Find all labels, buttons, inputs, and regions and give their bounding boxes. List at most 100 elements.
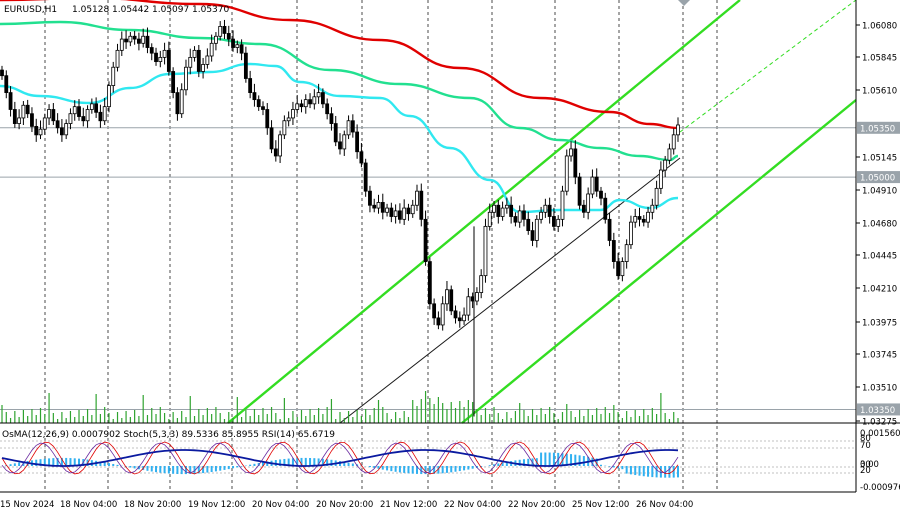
candle-body xyxy=(124,38,128,43)
candle-body xyxy=(115,49,120,68)
candle-body xyxy=(509,204,514,217)
candle-body xyxy=(641,218,646,223)
candle-body xyxy=(25,104,30,115)
candle-body xyxy=(239,44,244,54)
time-tick-label: 25 Nov 12:00 xyxy=(572,500,629,510)
candle-body xyxy=(534,218,539,241)
price-tick-label: 1.04910 xyxy=(862,187,897,197)
candle-body xyxy=(231,38,235,48)
ma-red-line xyxy=(0,0,679,130)
channel-upper-line xyxy=(227,0,741,424)
candle-body xyxy=(633,216,638,223)
candle-body xyxy=(42,117,47,130)
ohlc-open: 1.05128 xyxy=(72,5,109,15)
candle-body xyxy=(34,125,39,136)
candle-body xyxy=(209,42,214,57)
candle-body xyxy=(77,106,81,117)
candle-body xyxy=(432,303,437,319)
candle-body xyxy=(308,99,312,105)
candle-body xyxy=(543,204,548,213)
candle-body xyxy=(235,44,240,48)
candle-body xyxy=(59,127,64,136)
candle-body xyxy=(278,134,283,157)
candle-body xyxy=(282,120,287,136)
candle-body xyxy=(243,52,248,79)
osc-axis-label: 80 xyxy=(860,434,871,444)
candle-body xyxy=(30,113,34,127)
candle-body xyxy=(196,49,201,72)
time-tick-label: 20 Nov 04:00 xyxy=(252,500,309,510)
price-axis: 1.06080 1.05845 1.05610 1.05145 1.04910 1.046… xyxy=(856,22,897,428)
candle-body xyxy=(556,218,561,227)
candle-body xyxy=(325,103,330,115)
candle-body xyxy=(295,103,300,110)
candle-body xyxy=(205,55,210,65)
trendline-projection xyxy=(679,0,857,133)
oscillator-label: OsMA(12,26,9) 0.0007902 Stoch(5,3,3) 89.… xyxy=(2,430,335,440)
candle-body xyxy=(475,292,479,302)
candle-body xyxy=(166,49,171,72)
candle-body xyxy=(286,117,291,122)
candle-body xyxy=(94,103,99,113)
candle-body xyxy=(89,103,94,110)
candle-body xyxy=(214,35,218,44)
candle-body xyxy=(547,204,552,217)
candle-body xyxy=(671,134,676,150)
candle-body xyxy=(637,216,642,220)
candle-body xyxy=(539,211,543,220)
candle-body xyxy=(8,92,13,110)
candle-body xyxy=(658,169,663,189)
candle-body xyxy=(265,109,270,129)
candle-body xyxy=(17,117,22,124)
volume-bars xyxy=(1,391,679,423)
candle-body xyxy=(419,190,424,220)
candle-body xyxy=(132,35,137,40)
candle-body xyxy=(359,151,364,164)
candle-body xyxy=(192,49,197,58)
time-tick-label: 15 Nov 2024 xyxy=(0,500,54,510)
price-tick-label: 1.06080 xyxy=(862,22,897,32)
candle-body xyxy=(218,26,223,37)
candle-body xyxy=(333,123,338,143)
candle-body xyxy=(363,162,368,192)
candle-body xyxy=(650,204,655,213)
candle-body xyxy=(355,131,360,153)
trendline-mid xyxy=(339,157,681,424)
stoch-signal-line xyxy=(1,441,679,475)
candle-body xyxy=(440,303,445,326)
candle-body xyxy=(513,216,518,223)
candle-body xyxy=(616,261,621,277)
candle-body xyxy=(453,310,458,319)
candle-body xyxy=(12,109,17,124)
candle-body xyxy=(552,216,556,227)
candle-body xyxy=(128,35,133,43)
candle-body xyxy=(569,148,573,157)
time-axis: 15 Nov 2024 18 Nov 04:00 18 Nov 20:00 19 No… xyxy=(0,500,693,510)
price-tag-bg xyxy=(857,121,900,134)
candle-body xyxy=(449,289,454,312)
candle-body xyxy=(184,66,188,91)
candle-body xyxy=(385,207,389,213)
candle-body xyxy=(487,211,492,227)
candle-body xyxy=(47,109,51,119)
candle-body xyxy=(179,89,184,115)
osc-axis-label: 0.00 xyxy=(860,460,879,470)
time-tick-label: 22 Nov 20:00 xyxy=(508,500,565,510)
ohlc-high: 1.05442 xyxy=(112,5,149,15)
price-tick-label: 1.05610 xyxy=(862,87,897,97)
candle-body xyxy=(603,197,608,220)
candle-body xyxy=(530,230,535,241)
candle-body xyxy=(0,69,4,77)
candle-body xyxy=(316,92,321,98)
candle-body xyxy=(226,33,231,40)
candle-body xyxy=(577,176,582,206)
chart-shift-marker-icon[interactable] xyxy=(678,0,690,6)
candle-body xyxy=(573,148,578,178)
candle-body xyxy=(629,221,633,246)
candle-body xyxy=(607,218,612,241)
candle-body xyxy=(393,210,398,217)
